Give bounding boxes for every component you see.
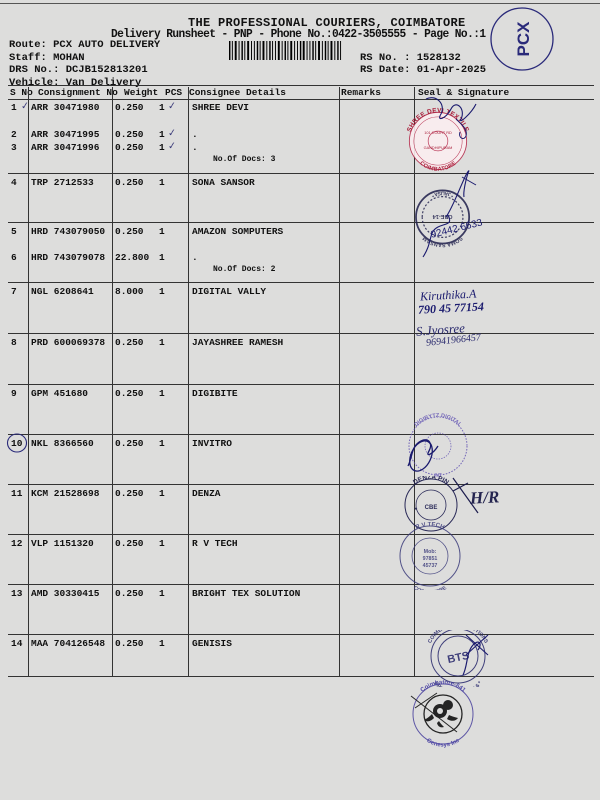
svg-text:Genesys Inc: Genesys Inc <box>425 737 461 748</box>
svg-text:R V TECH: R V TECH <box>415 522 445 531</box>
svg-text:DENZA PIN: DENZA PIN <box>412 476 450 486</box>
svg-text:97851: 97851 <box>423 556 438 562</box>
svg-text:Mob:: Mob: <box>424 549 437 555</box>
svg-text:Coimbatore-641: Coimbatore-641 <box>420 680 467 694</box>
svg-text:CBE: CBE <box>425 505 438 511</box>
svg-text:★: ★ <box>414 505 418 512</box>
svg-text:45737: 45737 <box>423 563 438 569</box>
svg-text:PCX: PCX <box>514 21 533 57</box>
